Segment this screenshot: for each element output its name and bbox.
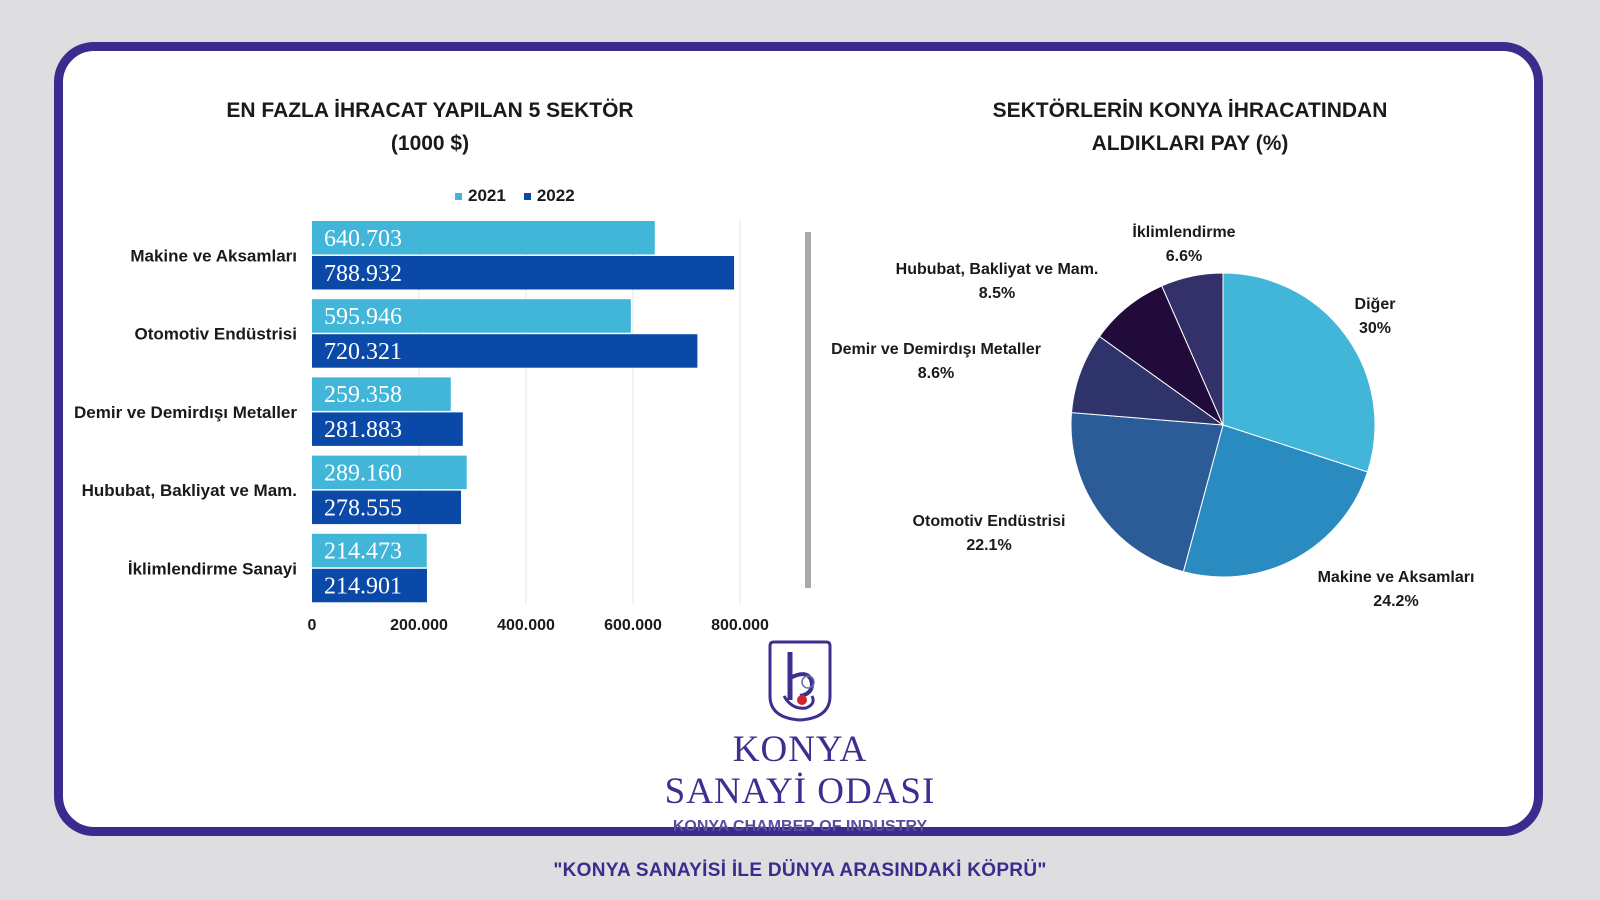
category-label: Otomotiv Endüstrisi xyxy=(135,325,297,344)
bar-value-label: 281.883 xyxy=(324,417,402,443)
x-tick-label: 800.000 xyxy=(711,617,769,634)
pie-label-makine-name: Makine ve Aksamları xyxy=(1317,569,1475,586)
legend-item-2022: 2022 xyxy=(523,186,575,206)
bar-2022 xyxy=(312,412,463,446)
pie-label-hububat-name: Hububat, Bakliyat ve Mam. xyxy=(895,261,1099,278)
pie-slice xyxy=(1222,272,1376,473)
bar-chart-title-line2: (1000 $) xyxy=(390,132,470,155)
bar-value-label: 289.160 xyxy=(324,460,402,486)
pie-label-demir: Demir ve Demirdışı Metaller 8.6% xyxy=(831,338,1041,386)
pie-slice xyxy=(1070,412,1224,573)
pie-label-iklimlendirme-value: 6.6% xyxy=(1165,248,1203,265)
bar-2021 xyxy=(312,377,451,411)
logo-name-line1: KONYA xyxy=(732,729,868,770)
bar-value-label: 214.473 xyxy=(324,539,402,565)
bar-value-label: 278.555 xyxy=(324,495,402,521)
bar-value-label: 259.358 xyxy=(324,382,402,408)
bar-2022 xyxy=(312,568,427,603)
bar-value-label: 720.321 xyxy=(324,339,402,365)
category-label: Demir ve Demirdışı Metaller xyxy=(74,403,297,422)
kso-logo-icon xyxy=(768,640,832,722)
bar-value-label: 214.901 xyxy=(324,574,402,600)
pie-slice xyxy=(1161,272,1224,426)
pie-label-hububat: Hububat, Bakliyat ve Mam. 8.5% xyxy=(896,258,1099,306)
pie-label-makine-value: 24.2% xyxy=(1373,593,1419,610)
bar-2021 xyxy=(312,455,467,490)
category-label: Makine ve Aksamları xyxy=(130,247,297,266)
bar-chart: 0 200.000 400.000 600.000 800.000 640.703 788.… xyxy=(74,220,769,634)
pie-chart-title-line2: ALDIKLARI PAY (%) xyxy=(1091,132,1289,155)
legend-label-2022: 2022 xyxy=(536,186,575,205)
legend-swatch-2021 xyxy=(455,192,462,200)
bar-value-label: 640.703 xyxy=(324,226,402,252)
legend-label-2021: 2021 xyxy=(468,186,506,205)
bar-value-label: 788.932 xyxy=(324,261,402,287)
pie-slice xyxy=(1182,424,1369,578)
category-label: İklimlendirme Sanayi xyxy=(128,559,297,578)
legend-swatch-2022 xyxy=(523,192,531,200)
bar-chart-title: EN FAZLA İHRACAT YAPILAN 5 SEKTÖR (1000 … xyxy=(155,94,705,160)
x-tick-label: 600.000 xyxy=(604,617,662,634)
pie-label-demir-name: Demir ve Demirdışı Metaller xyxy=(831,341,1041,358)
bar-2022 xyxy=(312,334,698,368)
bar-2022 xyxy=(312,490,462,525)
x-tick-label: 400.000 xyxy=(497,617,555,634)
logo-name-line2: SANAYİ ODASI xyxy=(664,771,936,812)
bar-2021 xyxy=(312,221,655,255)
pie-chart-title: SEKTÖRLERİN KONYA İHRACATINDAN ALDIKLARI… xyxy=(910,94,1470,160)
bar-2021 xyxy=(312,533,427,568)
kso-logo: KONYA SANAYİ ODASI KONYA CHAMBER OF INDU… xyxy=(660,638,940,838)
pie-label-iklimlendirme-name: İklimlendirme xyxy=(1132,224,1236,241)
pie-label-otomotiv: Otomotiv Endüstrisi 22.1% xyxy=(913,510,1066,558)
pie-label-demir-value: 8.6% xyxy=(917,365,955,382)
category-label: Hububat, Bakliyat ve Mam. xyxy=(82,481,297,500)
x-tick-label: 200.000 xyxy=(390,617,448,634)
bar-value-label: 595.946 xyxy=(324,304,402,330)
pie-label-otomotiv-name: Otomotiv Endüstrisi xyxy=(912,513,1066,530)
tagline: "KONYA SANAYİSİ İLE DÜNYA ARASINDAKİ KÖP… xyxy=(553,860,1047,881)
bar-2022 xyxy=(312,256,735,290)
chart-divider xyxy=(805,232,811,588)
pie-label-otomotiv-value: 22.1% xyxy=(966,537,1012,554)
pie-label-makine: Makine ve Aksamları 24.2% xyxy=(1318,566,1475,614)
bar-chart-title-line1: EN FAZLA İHRACAT YAPILAN 5 SEKTÖR xyxy=(226,99,634,122)
legend-item-2021: 2021 xyxy=(455,186,506,206)
pie-label-diger-name: Diğer xyxy=(1354,296,1396,313)
x-tick-label: 0 xyxy=(308,617,317,634)
logo-english-name: KONYA CHAMBER OF INDUSTRY xyxy=(672,818,928,835)
pie-chart-title-line1: SEKTÖRLERİN KONYA İHRACATINDAN xyxy=(992,99,1388,122)
pie-label-hububat-value: 8.5% xyxy=(978,285,1016,302)
pie-label-diger: Diğer 30% xyxy=(1355,293,1396,341)
pie-label-diger-value: 30% xyxy=(1358,320,1392,337)
bar-chart-legend: 2021 2022 xyxy=(455,186,575,206)
pie-label-iklimlendirme: İklimlendirme 6.6% xyxy=(1132,221,1235,269)
bar-2021 xyxy=(312,299,631,333)
pie-chart xyxy=(1070,272,1376,578)
